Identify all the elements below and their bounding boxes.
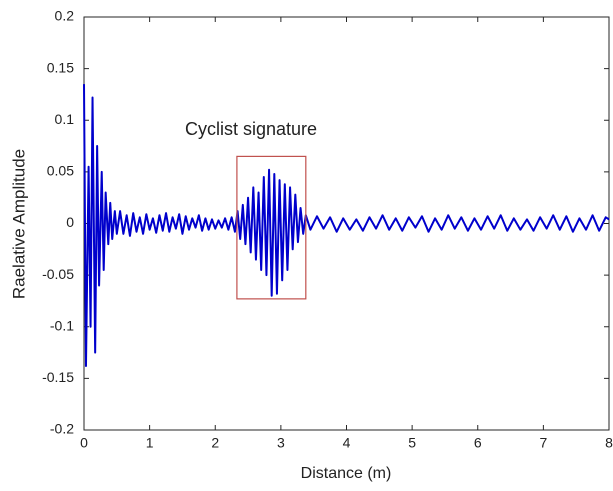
x-tick-label: 5 (408, 435, 416, 451)
y-tick-label: 0.1 (55, 111, 75, 127)
x-tick-label: 0 (80, 435, 88, 451)
y-tick-label: -0.2 (50, 421, 74, 437)
x-tick-label: 4 (343, 435, 351, 451)
y-axis-label: Raelative Amplitude (9, 149, 28, 299)
y-tick-label: -0.05 (42, 266, 74, 282)
highlight-box (236, 155, 307, 300)
signal-line (83, 84, 610, 367)
y-tick-label: 0.05 (47, 163, 74, 179)
x-tick-label: 2 (211, 435, 219, 451)
y-tick-label: 0 (66, 214, 74, 230)
x-tick-label: 8 (605, 435, 613, 451)
y-tick-label: -0.15 (42, 369, 74, 385)
y-tick-label: -0.1 (50, 317, 74, 333)
annotation: Cyclist signature (185, 119, 317, 139)
x-tick-label: 1 (146, 435, 154, 451)
y-tick-label: 0.2 (55, 8, 75, 24)
y-tick-label: 0.15 (47, 59, 74, 75)
x-axis-label: Distance (m) (301, 465, 392, 482)
x-tick-label: 7 (539, 435, 547, 451)
x-tick-label: 6 (474, 435, 482, 451)
x-tick-label: 3 (277, 435, 285, 451)
